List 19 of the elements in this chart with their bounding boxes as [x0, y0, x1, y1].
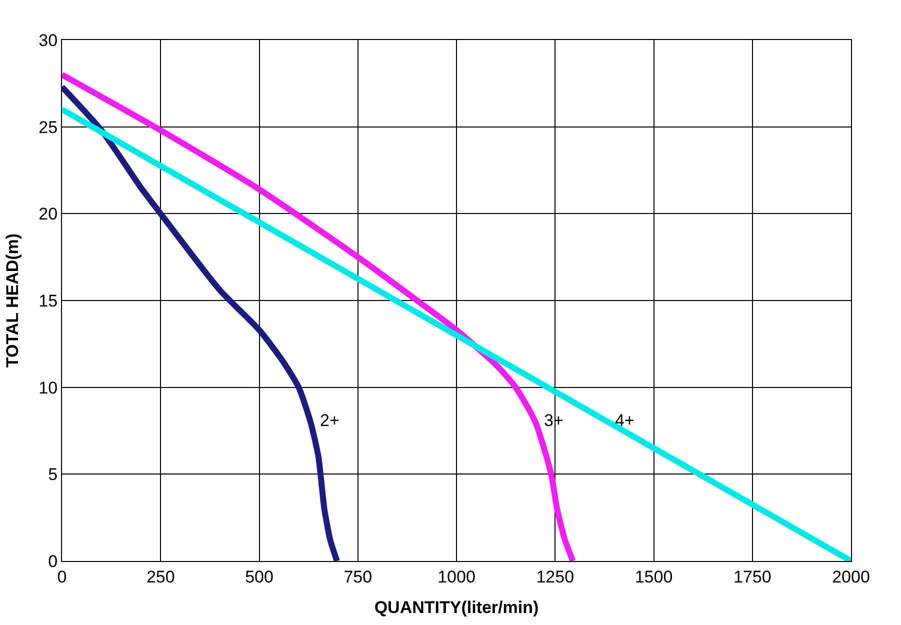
- x-tick-label: 1500: [634, 567, 673, 586]
- x-tick-label: 1250: [536, 567, 574, 586]
- x-tick-label: 1000: [438, 567, 476, 586]
- series-label: 2+: [320, 411, 340, 430]
- y-tick-label: 30: [38, 30, 58, 50]
- y-tick-label: 0: [48, 552, 58, 571]
- y-tick-label: 25: [38, 118, 58, 137]
- y-tick-label: 15: [38, 291, 58, 310]
- y-tick-label: 5: [48, 465, 58, 484]
- x-axis-title: QUANTITY(liter/min): [374, 598, 539, 617]
- x-tick-label: 500: [245, 567, 274, 586]
- x-tick-label: 250: [146, 567, 175, 586]
- x-tick-label: 2000: [832, 567, 870, 586]
- y-tick-label: 10: [38, 378, 58, 398]
- x-tick-label: 750: [344, 567, 372, 586]
- y-axis-title: TOTAL HEAD(m): [3, 233, 22, 368]
- y-tick-label: 20: [38, 204, 58, 224]
- series-label: 4+: [615, 411, 634, 430]
- x-tick-label: 1750: [733, 567, 772, 586]
